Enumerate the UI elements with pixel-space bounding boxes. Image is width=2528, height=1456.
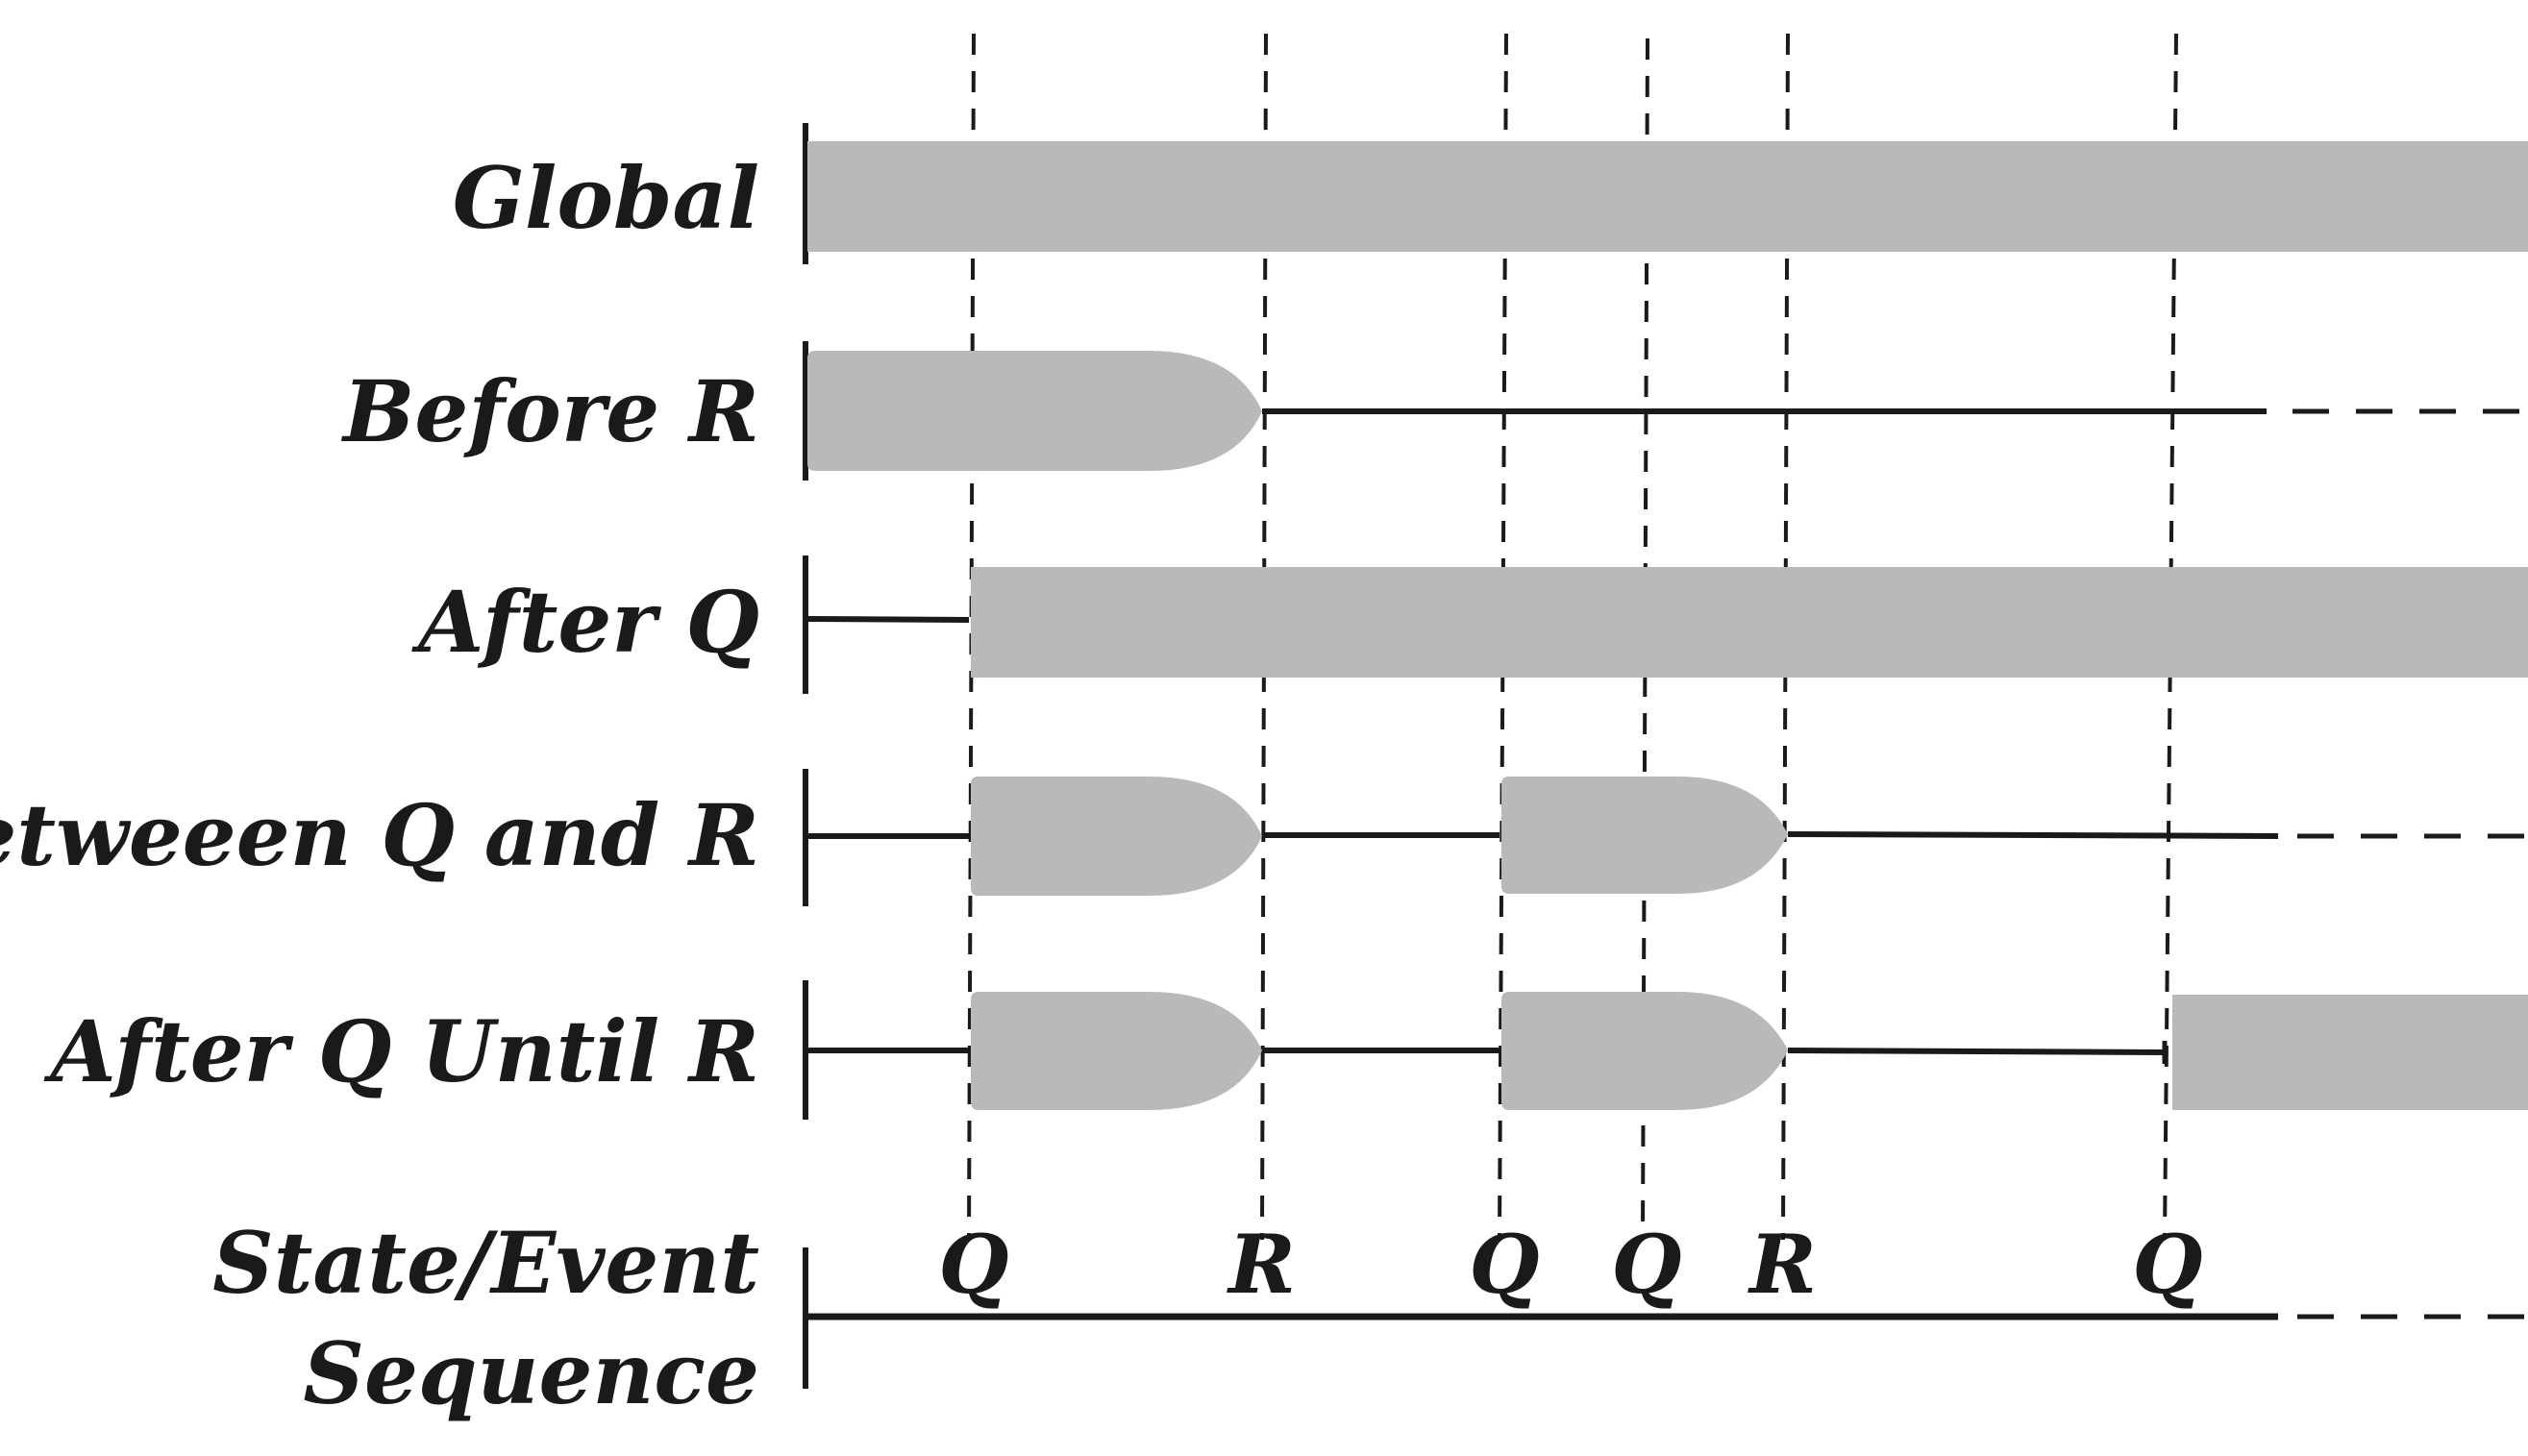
row-between-q-and-r [807, 777, 2528, 896]
line-between-3 [1787, 831, 2279, 839]
event-label-r2: R [1747, 1217, 1817, 1312]
event-label-r1: R [1227, 1217, 1296, 1312]
interval-between-1 [971, 777, 1262, 896]
event-labels: Q R Q Q R Q [938, 1217, 2202, 1312]
label-after-q-until-r: After Q Until R [43, 1001, 759, 1101]
interval-until-3 [2172, 995, 2528, 1110]
interval-until-2 [1501, 992, 1788, 1110]
interval-until-1 [971, 992, 1262, 1110]
label-before-r: Before R [340, 361, 759, 461]
label-global: Global [453, 148, 759, 248]
line-after-q [806, 616, 970, 623]
event-label-q3: Q [1611, 1217, 1681, 1312]
event-label-q1: Q [938, 1217, 1008, 1312]
label-after-q: After Q [411, 572, 759, 672]
label-sequence-line1: State/Event [212, 1213, 759, 1313]
label-sequence-line2: Sequence [303, 1323, 759, 1423]
row-labels: Global Before R After Q Betweeen Q and R… [0, 148, 759, 1423]
interval-after-q [971, 567, 2528, 678]
row-after-q-until-r [807, 992, 2528, 1110]
row-after-q [806, 567, 2528, 678]
interval-before-r [807, 351, 1262, 471]
interval-between-2 [1501, 777, 1788, 894]
event-label-q2: Q [1469, 1217, 1539, 1312]
label-between-q-and-r: Betweeen Q and R [0, 785, 759, 885]
line-until-3 [1787, 1048, 2166, 1055]
interval-global [807, 141, 2528, 252]
row-before-r [807, 351, 2528, 471]
row-global [807, 141, 2528, 252]
event-label-q4: Q [2132, 1217, 2202, 1312]
